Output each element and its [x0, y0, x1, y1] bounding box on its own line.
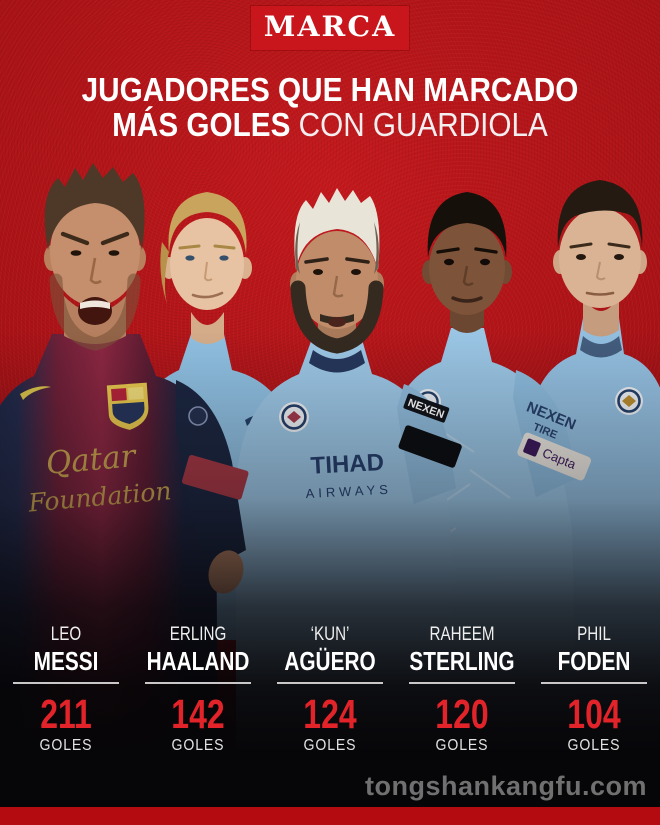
watermark: tongshankangfu.com	[364, 771, 647, 801]
aguero-hair-side	[295, 222, 300, 274]
marca-logo-text: MARCA	[263, 10, 397, 43]
aguero-hair	[294, 188, 380, 270]
divider	[409, 682, 515, 684]
stat-column-sterling: RAHEEM STERLING 120 GOLES	[396, 624, 528, 755]
player-first-name: LEO	[50, 624, 82, 645]
marca-logo: MARCA	[251, 6, 409, 50]
messi-face	[50, 198, 140, 306]
haaland-mouth	[191, 291, 224, 299]
messi-eyes	[70, 250, 120, 256]
goals-count: 211	[40, 691, 92, 737]
bottom-red-bar	[0, 807, 660, 825]
player-last-name: STERLING	[409, 646, 515, 676]
sterling-hair	[427, 192, 507, 258]
divider	[541, 682, 647, 684]
sterling-eyes	[444, 258, 490, 266]
stat-column-messi: LEO MESSI 211 GOLES	[0, 624, 132, 755]
goals-label: GOLES	[39, 737, 93, 754]
haaland-hair-side	[160, 242, 169, 304]
haaland-nose	[203, 261, 213, 282]
foden-eyebrows	[569, 242, 631, 249]
stat-column-haaland: ERLING HAALAND 142 GOLES	[132, 624, 264, 755]
player-first-name: ‘KUN’	[310, 624, 350, 645]
goals-label: GOLES	[435, 737, 489, 754]
haaland-eyes	[185, 255, 229, 261]
sterling-mouth	[451, 296, 483, 303]
foden-eyes	[576, 254, 624, 260]
aguero-mouth	[328, 317, 346, 327]
haaland-hair	[168, 192, 247, 254]
foden-neck	[583, 296, 619, 337]
player-first-name: RAHEEM	[429, 624, 495, 645]
aguero-nose	[332, 275, 344, 298]
foden-face	[559, 208, 641, 308]
goals-label: GOLES	[303, 737, 357, 754]
messi-eyebrows	[60, 231, 130, 246]
title-line-2-light: CON GUARDIOLA	[298, 106, 548, 143]
aguero-eyes	[313, 269, 361, 275]
sterling-eyebrows	[436, 247, 498, 254]
player-last-name: MESSI	[33, 646, 99, 676]
title-line-1: JUGADORES QUE HAN MARCADO	[81, 71, 579, 108]
title-line-2: MÁS GOLES CON GUARDIOLA	[33, 107, 627, 142]
goals-label: GOLES	[567, 737, 621, 754]
player-first-name: PHIL	[577, 624, 611, 645]
poster-title: JUGADORES QUE HAN MARCADO MÁS GOLES CON …	[0, 72, 660, 142]
foden-nose	[595, 261, 606, 281]
foden-hair	[557, 180, 643, 248]
player-last-name: FODEN	[557, 646, 631, 676]
aguero-hair-side	[374, 222, 379, 274]
player-last-name: AGÜERO	[284, 646, 376, 676]
player-stats-row: LEO MESSI 211 GOLES ERLING HAALAND 142 G…	[0, 624, 660, 755]
divider	[145, 682, 251, 684]
divider	[13, 682, 119, 684]
goals-count: 124	[303, 691, 357, 737]
goals-count: 120	[435, 691, 489, 737]
aguero-eyebrows	[304, 257, 370, 264]
stat-column-aguero: ‘KUN’ AGÜERO 124 GOLES	[264, 624, 396, 755]
player-last-name: HAALAND	[146, 646, 250, 676]
bottom-fade-overlay	[0, 330, 660, 825]
title-line-2-bold: MÁS GOLES	[112, 106, 291, 143]
stat-column-foden: PHIL FODEN 104 GOLES	[528, 624, 660, 755]
divider	[277, 682, 383, 684]
messi-hair	[44, 163, 145, 250]
goals-label: GOLES	[171, 737, 225, 754]
goals-count: 142	[171, 691, 225, 737]
sterling-nose	[462, 265, 474, 286]
messi-nose	[89, 257, 102, 285]
player-first-name: ERLING	[169, 624, 227, 645]
messi-open-mouth	[78, 297, 112, 325]
haaland-eyebrows	[178, 244, 236, 250]
goals-count: 104	[567, 691, 621, 737]
foden-mouth	[585, 291, 615, 296]
